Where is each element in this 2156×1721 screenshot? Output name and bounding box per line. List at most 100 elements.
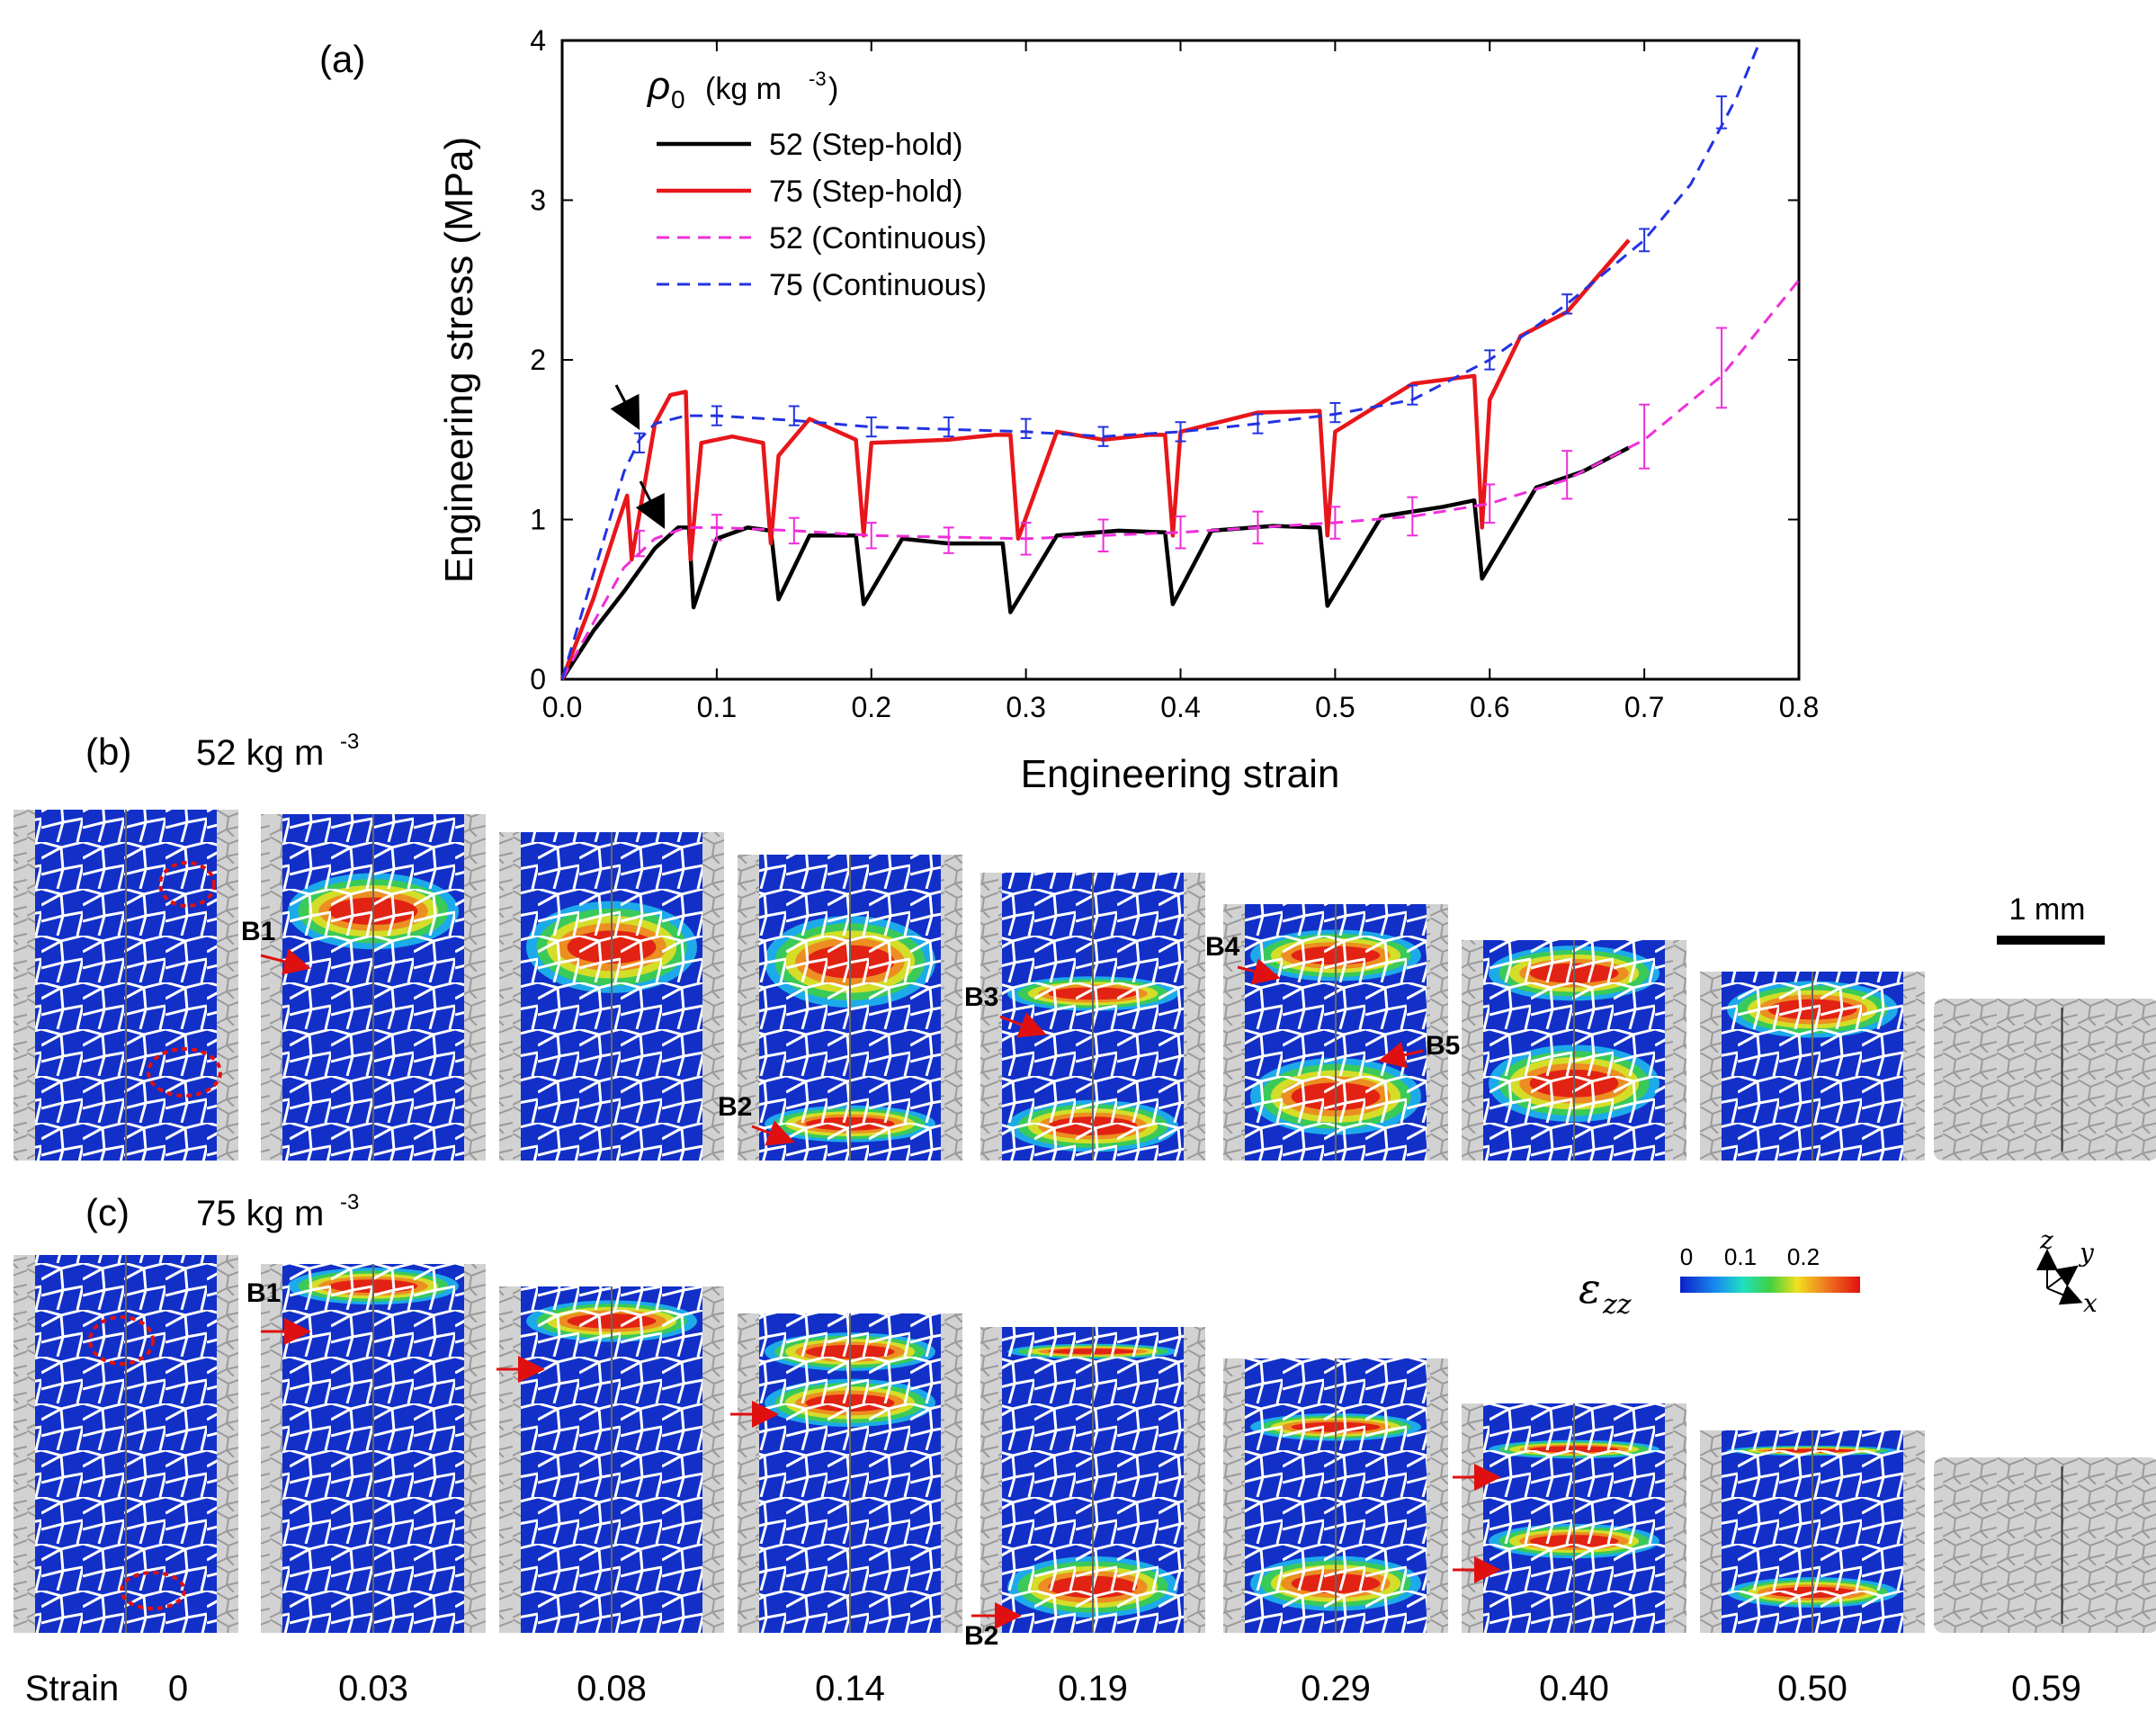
colorbar-tick-2: 0.2 [1787, 1243, 1820, 1270]
error-bar [788, 516, 800, 545]
ct-skin [738, 1313, 759, 1633]
strain-value: 0.03 [338, 1669, 408, 1708]
x-axis-label: Engineering strain [1021, 752, 1340, 796]
error-bar [865, 522, 877, 550]
ct-sample-52-3 [738, 855, 962, 1161]
ct-sample-52-2 [499, 832, 724, 1161]
panel-b-density: 52 kg m [196, 733, 324, 773]
legend-entry-1: 75 (Step-hold) [769, 175, 962, 209]
x-tick-label: 0.8 [1779, 691, 1819, 723]
ct-sample-75-8 [1934, 1457, 2156, 1633]
panel-b-label: (b) [85, 731, 131, 773]
strain-value: 0.50 [1777, 1669, 1847, 1708]
ct-skin [464, 814, 486, 1161]
annotation-arrow-52 [635, 480, 666, 530]
legend-title-sub: 0 [671, 85, 685, 113]
ct-skin [1665, 1403, 1686, 1633]
ct-skin [1903, 1430, 1925, 1633]
strain-value: 0 [168, 1669, 188, 1708]
axis-z-label: z [2039, 1225, 2053, 1255]
strain-value: 0.14 [815, 1669, 885, 1708]
y-tick-label: 3 [530, 184, 546, 217]
colorbar-tick-1: 0.1 [1724, 1243, 1757, 1270]
annotation-arrow-75 [610, 384, 640, 430]
x-tick-label: 0.1 [697, 691, 737, 723]
axis-ticks [561, 40, 1800, 680]
ct-sample-75-6 [1462, 1403, 1686, 1633]
colorbar [1680, 1277, 1860, 1293]
legend-entries: 52 (Step-hold) 75 (Step-hold) 52 (Continuo… [657, 128, 987, 302]
error-bar [1639, 228, 1651, 253]
ct-skin [1427, 904, 1448, 1161]
ct-skin [1223, 904, 1245, 1161]
y-tick-label: 4 [530, 24, 546, 57]
ct-sample-75-5 [1223, 1358, 1448, 1633]
ct-row-75: B1 B2 [13, 1255, 2156, 1651]
error-bar [1020, 417, 1032, 439]
panel-c-density: 75 kg m [196, 1194, 324, 1233]
panel-b-density-sup: -3 [340, 730, 359, 754]
ct-sample-75-2 [499, 1286, 724, 1633]
ct-sample-52-1 [261, 814, 486, 1161]
x-tick-label: 0.5 [1315, 691, 1355, 723]
ct-skin [13, 810, 35, 1161]
error-bar [788, 405, 800, 426]
series-layer [559, 40, 1801, 681]
band-label: B2 [718, 1092, 752, 1122]
band-label: B4 [1205, 932, 1240, 962]
ct-sample-75-0 [13, 1255, 238, 1633]
defect-oval [147, 1047, 222, 1098]
axis-x-label: x [2083, 1288, 2098, 1318]
y-tick-label: 1 [530, 504, 546, 536]
error-bar [1020, 522, 1032, 556]
error-bar [1329, 401, 1341, 424]
band-arrow [1237, 958, 1281, 985]
error-bar [633, 529, 645, 558]
error-bar [1097, 518, 1109, 552]
stress-strain-chart: 0.0 0.1 0.2 0.3 0.4 0.5 0.6 0.7 0.8 0 1 2 3 4 Engine… [437, 24, 1819, 796]
ct-skin [261, 814, 282, 1161]
ct-row-52: B1 B2 B3 B4 B5 [13, 810, 2156, 1161]
error-bar [943, 416, 954, 438]
colorbar-tick-0: 0 [1680, 1243, 1693, 1270]
panel-c-density-sup: -3 [340, 1190, 359, 1215]
error-bar [1175, 515, 1186, 550]
error-bar [1252, 413, 1264, 435]
legend-entry-0: 52 (Step-hold) [769, 128, 962, 162]
error-bar [1097, 426, 1109, 447]
band-label: B5 [1426, 1031, 1460, 1061]
error-bar [1561, 293, 1573, 315]
ct-skin [1462, 1403, 1483, 1633]
ct-skin [1903, 972, 1925, 1161]
error-bar [1716, 95, 1728, 130]
x-tick-label: 0.2 [852, 691, 891, 723]
ct-sample-75-1 [261, 1264, 486, 1633]
ct-skin [1462, 940, 1483, 1161]
error-bar-layer [633, 95, 1728, 558]
ct-skin [980, 1327, 1002, 1633]
ct-sample-75-4 [980, 1327, 1205, 1633]
x-tick-label: 0.3 [1006, 691, 1045, 723]
x-tick-label: 0.0 [542, 691, 582, 723]
band-arrow [1378, 1042, 1424, 1069]
scale-bar-label: 1 mm [2009, 892, 2086, 927]
error-bar [1561, 450, 1573, 500]
strain-value: 0.08 [577, 1669, 647, 1708]
ct-skin [261, 1264, 282, 1633]
error-bar [633, 432, 645, 453]
strain-value: 0.19 [1058, 1669, 1128, 1708]
legend-entry-2: 52 (Continuous) [769, 221, 987, 255]
plot-frame [560, 39, 1801, 681]
ct-sample-52-6 [1462, 940, 1686, 1161]
ct-sample-75-7 [1700, 1430, 1925, 1633]
x-tick-labels: 0.0 0.1 0.2 0.3 0.4 0.5 0.6 0.7 0.8 [542, 691, 1819, 723]
ct-skin [1184, 1327, 1205, 1633]
legend-title-units-close: ) [828, 72, 838, 106]
defect-oval [88, 1315, 155, 1366]
legend-title-units-sup: -3 [809, 67, 827, 90]
y-axis-label: Engineering stress (MPa) [437, 137, 481, 583]
band-arrow [999, 1012, 1047, 1038]
series-line-0 [560, 445, 1630, 681]
x-tick-label: 0.7 [1624, 691, 1664, 723]
